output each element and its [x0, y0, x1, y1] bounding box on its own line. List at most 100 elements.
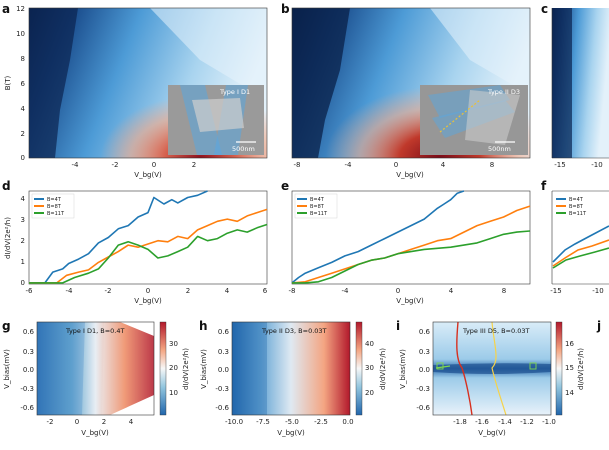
- svg-text:-2.5: -2.5: [314, 418, 328, 426]
- svg-text:4: 4: [225, 287, 230, 295]
- y-axis-label-a: B(T): [4, 75, 12, 90]
- x-ticks-i: -1.8 -1.6 -1.4 -1.2 -1.0: [453, 418, 556, 426]
- svg-text:0: 0: [21, 154, 25, 162]
- x-ticks-e: -8 -4 0 4 8: [289, 287, 507, 295]
- svg-text:-1.8: -1.8: [453, 418, 467, 426]
- svg-text:-4: -4: [66, 287, 74, 295]
- svg-text:0: 0: [396, 287, 400, 295]
- panel-i: i Type III D5, B=0.03T 0.6 0.3 0.0 -0.3 …: [396, 319, 585, 437]
- marker-left-i: [436, 362, 444, 370]
- legend-e: B=4T B=8T B=11T: [294, 193, 338, 219]
- panel-label-i: i: [396, 319, 400, 333]
- svg-text:40: 40: [365, 340, 374, 348]
- svg-text:16: 16: [565, 340, 574, 348]
- svg-text:-15: -15: [550, 287, 561, 295]
- svg-text:2: 2: [21, 130, 25, 138]
- svg-text:0: 0: [75, 418, 79, 426]
- x-ticks-d: -6 -4 -2 0 2 4 6: [26, 287, 268, 295]
- legend-d: B=4T B=8T B=11T: [31, 193, 75, 219]
- series-e-b8t: [291, 205, 531, 284]
- x-ticks-h: -10.0 -7.5 -5.0 -2.5 0.0: [225, 418, 354, 426]
- series-f-8T: [552, 239, 609, 267]
- svg-text:30: 30: [169, 340, 178, 348]
- svg-text:20: 20: [365, 389, 374, 397]
- y-ticks-h: 0.6 0.3 0.0 -0.3 -0.6: [215, 328, 229, 412]
- svg-text:2: 2: [21, 237, 25, 245]
- svg-text:0: 0: [152, 161, 156, 169]
- y-ticks-i: 0.6 0.3 0.0 -0.3 -0.6: [416, 328, 430, 412]
- title-h: Type II D3, B=0.03T: [261, 327, 327, 335]
- series-e-b4t: [291, 190, 465, 284]
- svg-text:B=4T: B=4T: [310, 197, 325, 203]
- svg-text:15: 15: [565, 364, 574, 372]
- legend-label-8T: B=8T: [47, 204, 62, 210]
- panel-g: g Type I D1, B=0.4T 0.6 0.3 0.0 -0.3 -0.…: [2, 319, 190, 437]
- x-axis-label-a: V_bg(V): [134, 171, 162, 179]
- panel-e: e B=4T B=8T B=11T -8 -4 0 4 8 V_bg(V): [281, 179, 531, 305]
- svg-text:-5.0: -5.0: [285, 418, 299, 426]
- inset-title-a: Type I D1: [219, 88, 250, 96]
- svg-text:B=8T: B=8T: [569, 204, 584, 210]
- svg-text:0: 0: [146, 287, 150, 295]
- legend-label-11T: B=11T: [47, 211, 65, 217]
- svg-text:4: 4: [21, 105, 26, 113]
- svg-text:-15: -15: [554, 161, 565, 169]
- svg-text:-0.3: -0.3: [215, 385, 229, 393]
- legend-label-4T: B=4T: [47, 197, 62, 203]
- series-f-4T: [552, 225, 609, 263]
- series-d-b8t: [29, 208, 268, 284]
- svg-text:0.6: 0.6: [419, 328, 431, 336]
- svg-text:0.3: 0.3: [419, 348, 430, 356]
- yellow-trace-i: [491, 321, 507, 416]
- panel-c: c -15 -10: [541, 2, 609, 169]
- svg-text:-1.2: -1.2: [520, 418, 534, 426]
- svg-text:-0.6: -0.6: [215, 404, 229, 412]
- svg-text:10: 10: [16, 30, 25, 38]
- panel-label-f: f: [541, 179, 547, 193]
- x-axis-label-i: V_bg(V): [478, 429, 506, 437]
- y-axis-label-d: dI/dV(2e²/h): [4, 217, 12, 259]
- panel-h: h Type II D3, B=0.03T 0.6 0.3 0.0 -0.3 -…: [199, 319, 387, 437]
- svg-text:0.6: 0.6: [218, 328, 230, 336]
- title-i: Type III D5, B=0.03T: [462, 327, 529, 335]
- svg-text:2: 2: [102, 418, 106, 426]
- svg-text:B=8T: B=8T: [310, 204, 325, 210]
- inset-image-a: Type I D1 500nm: [168, 85, 264, 155]
- svg-text:-10: -10: [591, 161, 602, 169]
- x-axis-label-d: V_bg(V): [134, 297, 162, 305]
- series-d-b4t: [29, 190, 208, 284]
- svg-text:-4: -4: [342, 287, 350, 295]
- svg-text:0.3: 0.3: [218, 348, 229, 356]
- y-axis-label-g: V_bias(mV): [3, 349, 11, 389]
- svg-text:B=4T: B=4T: [569, 197, 584, 203]
- svg-text:-0.6: -0.6: [20, 404, 34, 412]
- marker-right-i: [529, 362, 537, 370]
- panel-b: b Type II D3 500nm -8 -4 0 4 8 V_bg(V): [281, 2, 531, 179]
- svg-text:3: 3: [21, 216, 25, 224]
- inset-title-b: Type II D3: [487, 88, 520, 96]
- panel-label-g: g: [2, 319, 11, 333]
- svg-text:0.3: 0.3: [23, 348, 34, 356]
- svg-text:-2: -2: [105, 287, 112, 295]
- scalebar-label-b: 500nm: [488, 145, 511, 153]
- svg-text:0: 0: [394, 161, 398, 169]
- svg-text:-4: -4: [72, 161, 80, 169]
- svg-text:-4: -4: [345, 161, 353, 169]
- colorbar-g: [159, 321, 167, 416]
- panel-label-b: b: [281, 2, 290, 16]
- svg-text:-8: -8: [289, 287, 296, 295]
- svg-text:4: 4: [129, 418, 134, 426]
- colorbar-label-i: dI/dV(2e²/h): [577, 348, 585, 390]
- panel-d: d B=4T B=8T B=11T 0 1 2 3 4 dI/dV(2e²/h)…: [2, 179, 268, 305]
- panel-label-e: e: [281, 179, 289, 193]
- colorbar-i: [555, 321, 563, 416]
- svg-text:-8: -8: [294, 161, 301, 169]
- heatmap-g: [37, 322, 154, 415]
- title-g: Type I D1, B=0.4T: [65, 327, 124, 335]
- svg-text:-0.3: -0.3: [416, 385, 430, 393]
- svg-text:2: 2: [192, 161, 196, 169]
- svg-text:4: 4: [449, 287, 454, 295]
- svg-text:0.0: 0.0: [218, 366, 229, 374]
- heatmap-h: [232, 322, 350, 415]
- red-trace-i: [456, 321, 473, 416]
